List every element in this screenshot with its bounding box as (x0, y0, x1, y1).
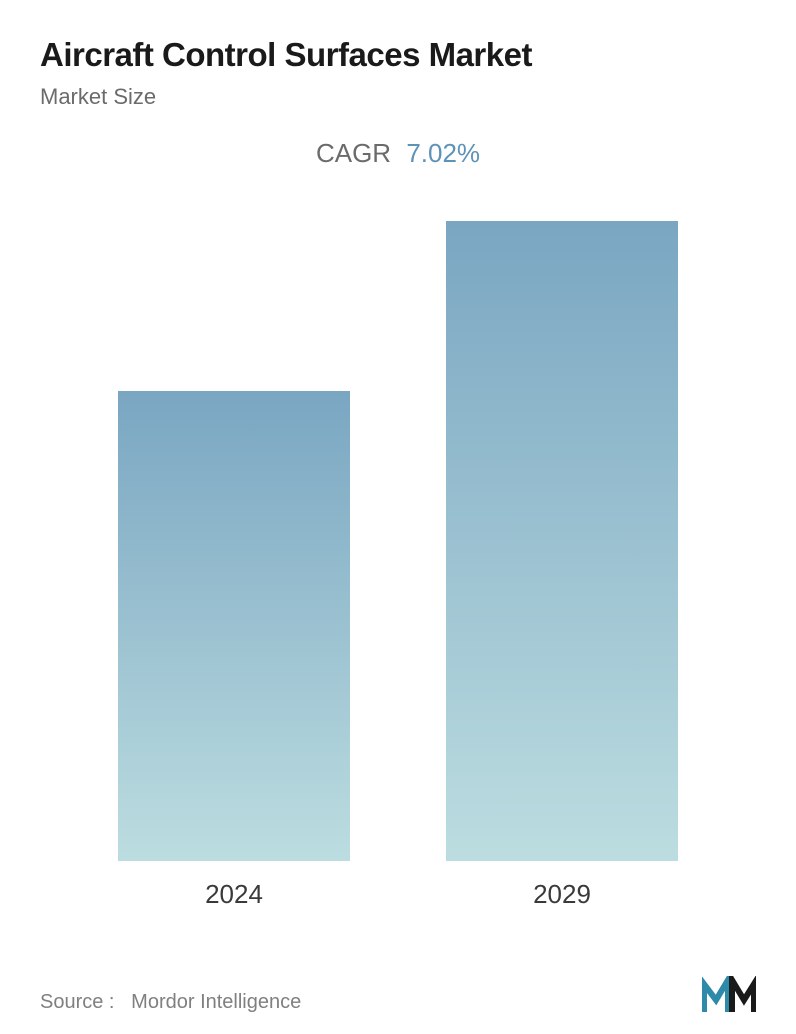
bar-slot: 2029 (432, 219, 692, 910)
chart-area: 2024 2029 (40, 219, 756, 960)
source-text: Source : Mordor Intelligence (40, 991, 301, 1014)
cagr-row: CAGR 7.02% (40, 138, 756, 169)
source-label: Source : (40, 991, 114, 1013)
source-name: Mordor Intelligence (131, 991, 301, 1013)
mordor-logo-icon (702, 976, 756, 1014)
bar-group: 2024 2029 (40, 219, 756, 910)
cagr-value: 7.02% (406, 138, 480, 168)
page-title: Aircraft Control Surfaces Market (40, 36, 756, 74)
bar-label: 2024 (205, 879, 263, 910)
page-subtitle: Market Size (40, 84, 756, 110)
bar (118, 391, 350, 861)
footer: Source : Mordor Intelligence (40, 960, 756, 1014)
bar-slot: 2024 (104, 219, 364, 910)
bar-label: 2029 (533, 879, 591, 910)
bar (446, 221, 678, 861)
cagr-label: CAGR (316, 138, 391, 168)
chart-container: Aircraft Control Surfaces Market Market … (0, 0, 796, 1034)
